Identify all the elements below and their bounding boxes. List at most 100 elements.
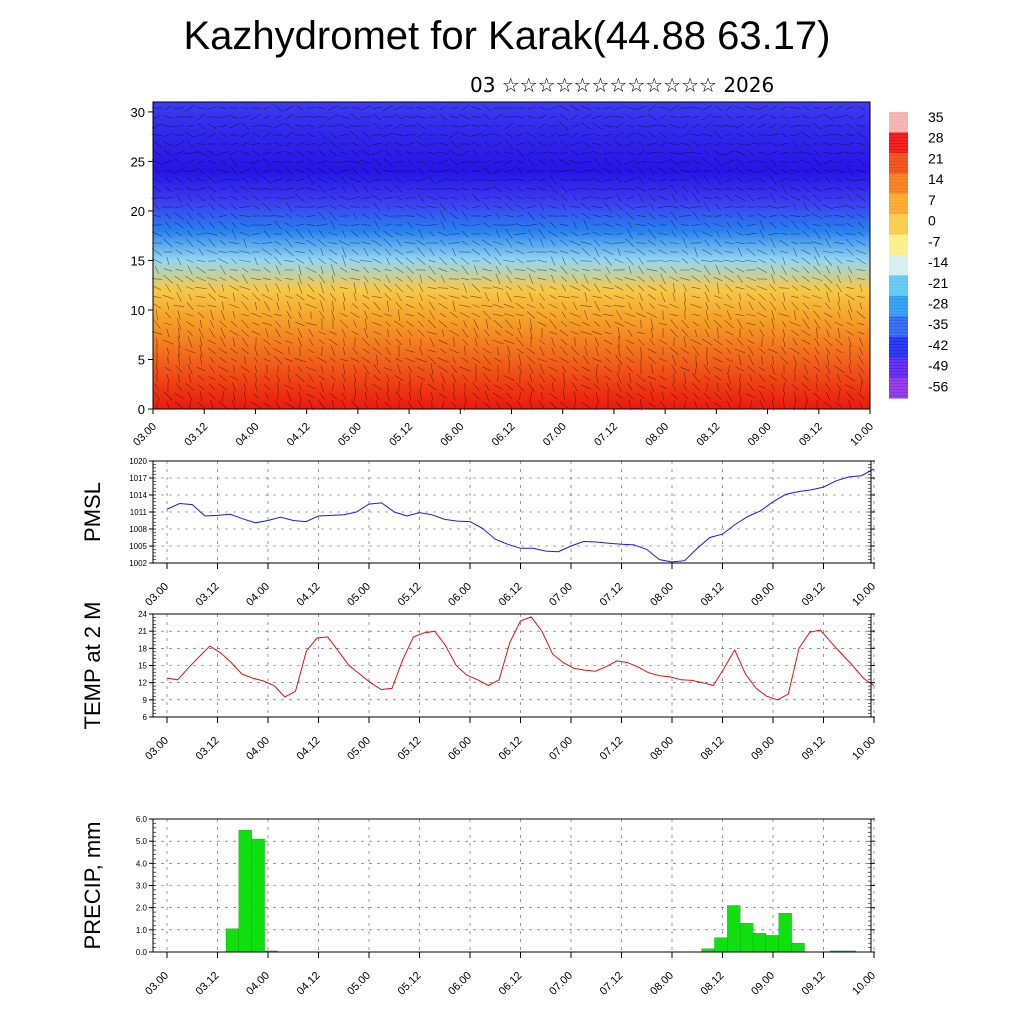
wind-barb xyxy=(857,151,865,155)
wind-barb xyxy=(757,188,767,190)
wind-barb xyxy=(350,131,360,139)
wind-barb xyxy=(538,178,546,182)
x-tick-label: 03.00 xyxy=(143,735,171,763)
wind-barb xyxy=(747,123,755,129)
wind-barb xyxy=(560,338,568,346)
wind-barb xyxy=(294,357,306,363)
wind-barb xyxy=(385,321,391,327)
wind-barb xyxy=(550,239,556,247)
wind-barb xyxy=(174,392,184,400)
wind-barb xyxy=(584,338,588,346)
wind-barb xyxy=(505,250,513,254)
wind-barb xyxy=(735,366,745,372)
wind-barb xyxy=(592,231,602,237)
y-tick-label: 21 xyxy=(138,627,147,636)
wind-barb xyxy=(154,177,160,183)
wind-barb xyxy=(635,206,647,208)
wind-barb xyxy=(230,184,238,194)
wind-barb xyxy=(692,141,700,147)
wind-barb xyxy=(539,302,545,310)
wind-barb xyxy=(196,266,206,274)
wind-vectors xyxy=(151,104,867,411)
wind-barb xyxy=(703,202,711,212)
wind-barb xyxy=(416,106,426,110)
wind-barb xyxy=(210,400,214,410)
wind-barb xyxy=(441,220,445,230)
wind-barb xyxy=(625,284,635,292)
wind-barb xyxy=(527,141,535,147)
wind-barb xyxy=(856,311,866,319)
wind-barb xyxy=(834,160,844,164)
wind-barb xyxy=(298,392,302,400)
wind-barb xyxy=(341,185,347,193)
wind-barb xyxy=(706,354,708,366)
wind-barb xyxy=(713,319,723,329)
wind-barb xyxy=(473,318,479,330)
wind-barb xyxy=(429,248,435,256)
wind-barb xyxy=(635,186,647,192)
precip-bar xyxy=(765,935,779,953)
wind-barb xyxy=(527,229,535,239)
wind-barb xyxy=(195,150,207,156)
x-tick-label: 09.00 xyxy=(749,735,777,763)
wind-barb xyxy=(305,322,317,326)
wind-barb xyxy=(175,269,183,271)
wind-barb xyxy=(186,302,194,310)
wind-barb xyxy=(637,142,645,146)
wind-barb xyxy=(561,302,567,310)
wind-barb xyxy=(745,276,757,282)
wind-barb xyxy=(437,151,449,155)
wind-barb xyxy=(703,275,711,283)
wind-barb xyxy=(156,373,158,383)
wind-barb xyxy=(756,196,768,200)
series-line xyxy=(166,616,875,701)
wind-barb xyxy=(497,374,499,382)
wind-barb xyxy=(394,141,404,147)
wind-barb xyxy=(759,229,765,239)
wind-barb xyxy=(240,132,250,138)
wind-barb xyxy=(178,373,180,383)
x-tick-label: 09.00 xyxy=(749,970,777,998)
heatmap-x-tick-label: 05.00 xyxy=(336,421,364,449)
wind-barb xyxy=(591,206,603,208)
wind-barb xyxy=(746,160,756,164)
wind-barb xyxy=(701,260,713,262)
wind-barb xyxy=(188,293,192,301)
wind-barb xyxy=(670,392,678,400)
wind-barb xyxy=(351,249,359,255)
wind-barb xyxy=(549,319,557,329)
wind-barb xyxy=(838,291,840,303)
colorbar-segment xyxy=(889,173,908,195)
wind-barb xyxy=(648,212,656,220)
wind-barb xyxy=(822,125,834,127)
wind-barb xyxy=(845,106,855,110)
wind-barb xyxy=(472,240,480,246)
wind-barb xyxy=(593,133,601,137)
wind-barb xyxy=(341,399,347,411)
wind-barb xyxy=(504,383,514,391)
wind-barb xyxy=(734,194,746,202)
wind-barb xyxy=(592,214,602,218)
wind-barb xyxy=(767,133,779,137)
wind-barb xyxy=(690,339,702,345)
wind-barb xyxy=(295,373,305,383)
wind-barb xyxy=(637,275,645,283)
wind-barb xyxy=(770,248,776,256)
wind-barb xyxy=(451,373,457,383)
wind-barb xyxy=(427,355,437,365)
wind-barb xyxy=(362,140,370,148)
wind-barb xyxy=(407,221,413,229)
wind-barb xyxy=(187,141,193,147)
wind-barb xyxy=(175,231,183,237)
wind-barb xyxy=(361,356,371,364)
wind-barb xyxy=(206,277,218,281)
wind-barb xyxy=(408,382,412,392)
wind-barb xyxy=(187,391,193,401)
wind-barb xyxy=(239,231,251,237)
wind-barb xyxy=(263,197,271,199)
wind-barb xyxy=(847,266,853,274)
wind-barb xyxy=(338,195,350,201)
wind-barb xyxy=(528,363,534,375)
wind-barb xyxy=(351,330,359,336)
wind-barb xyxy=(295,178,305,182)
